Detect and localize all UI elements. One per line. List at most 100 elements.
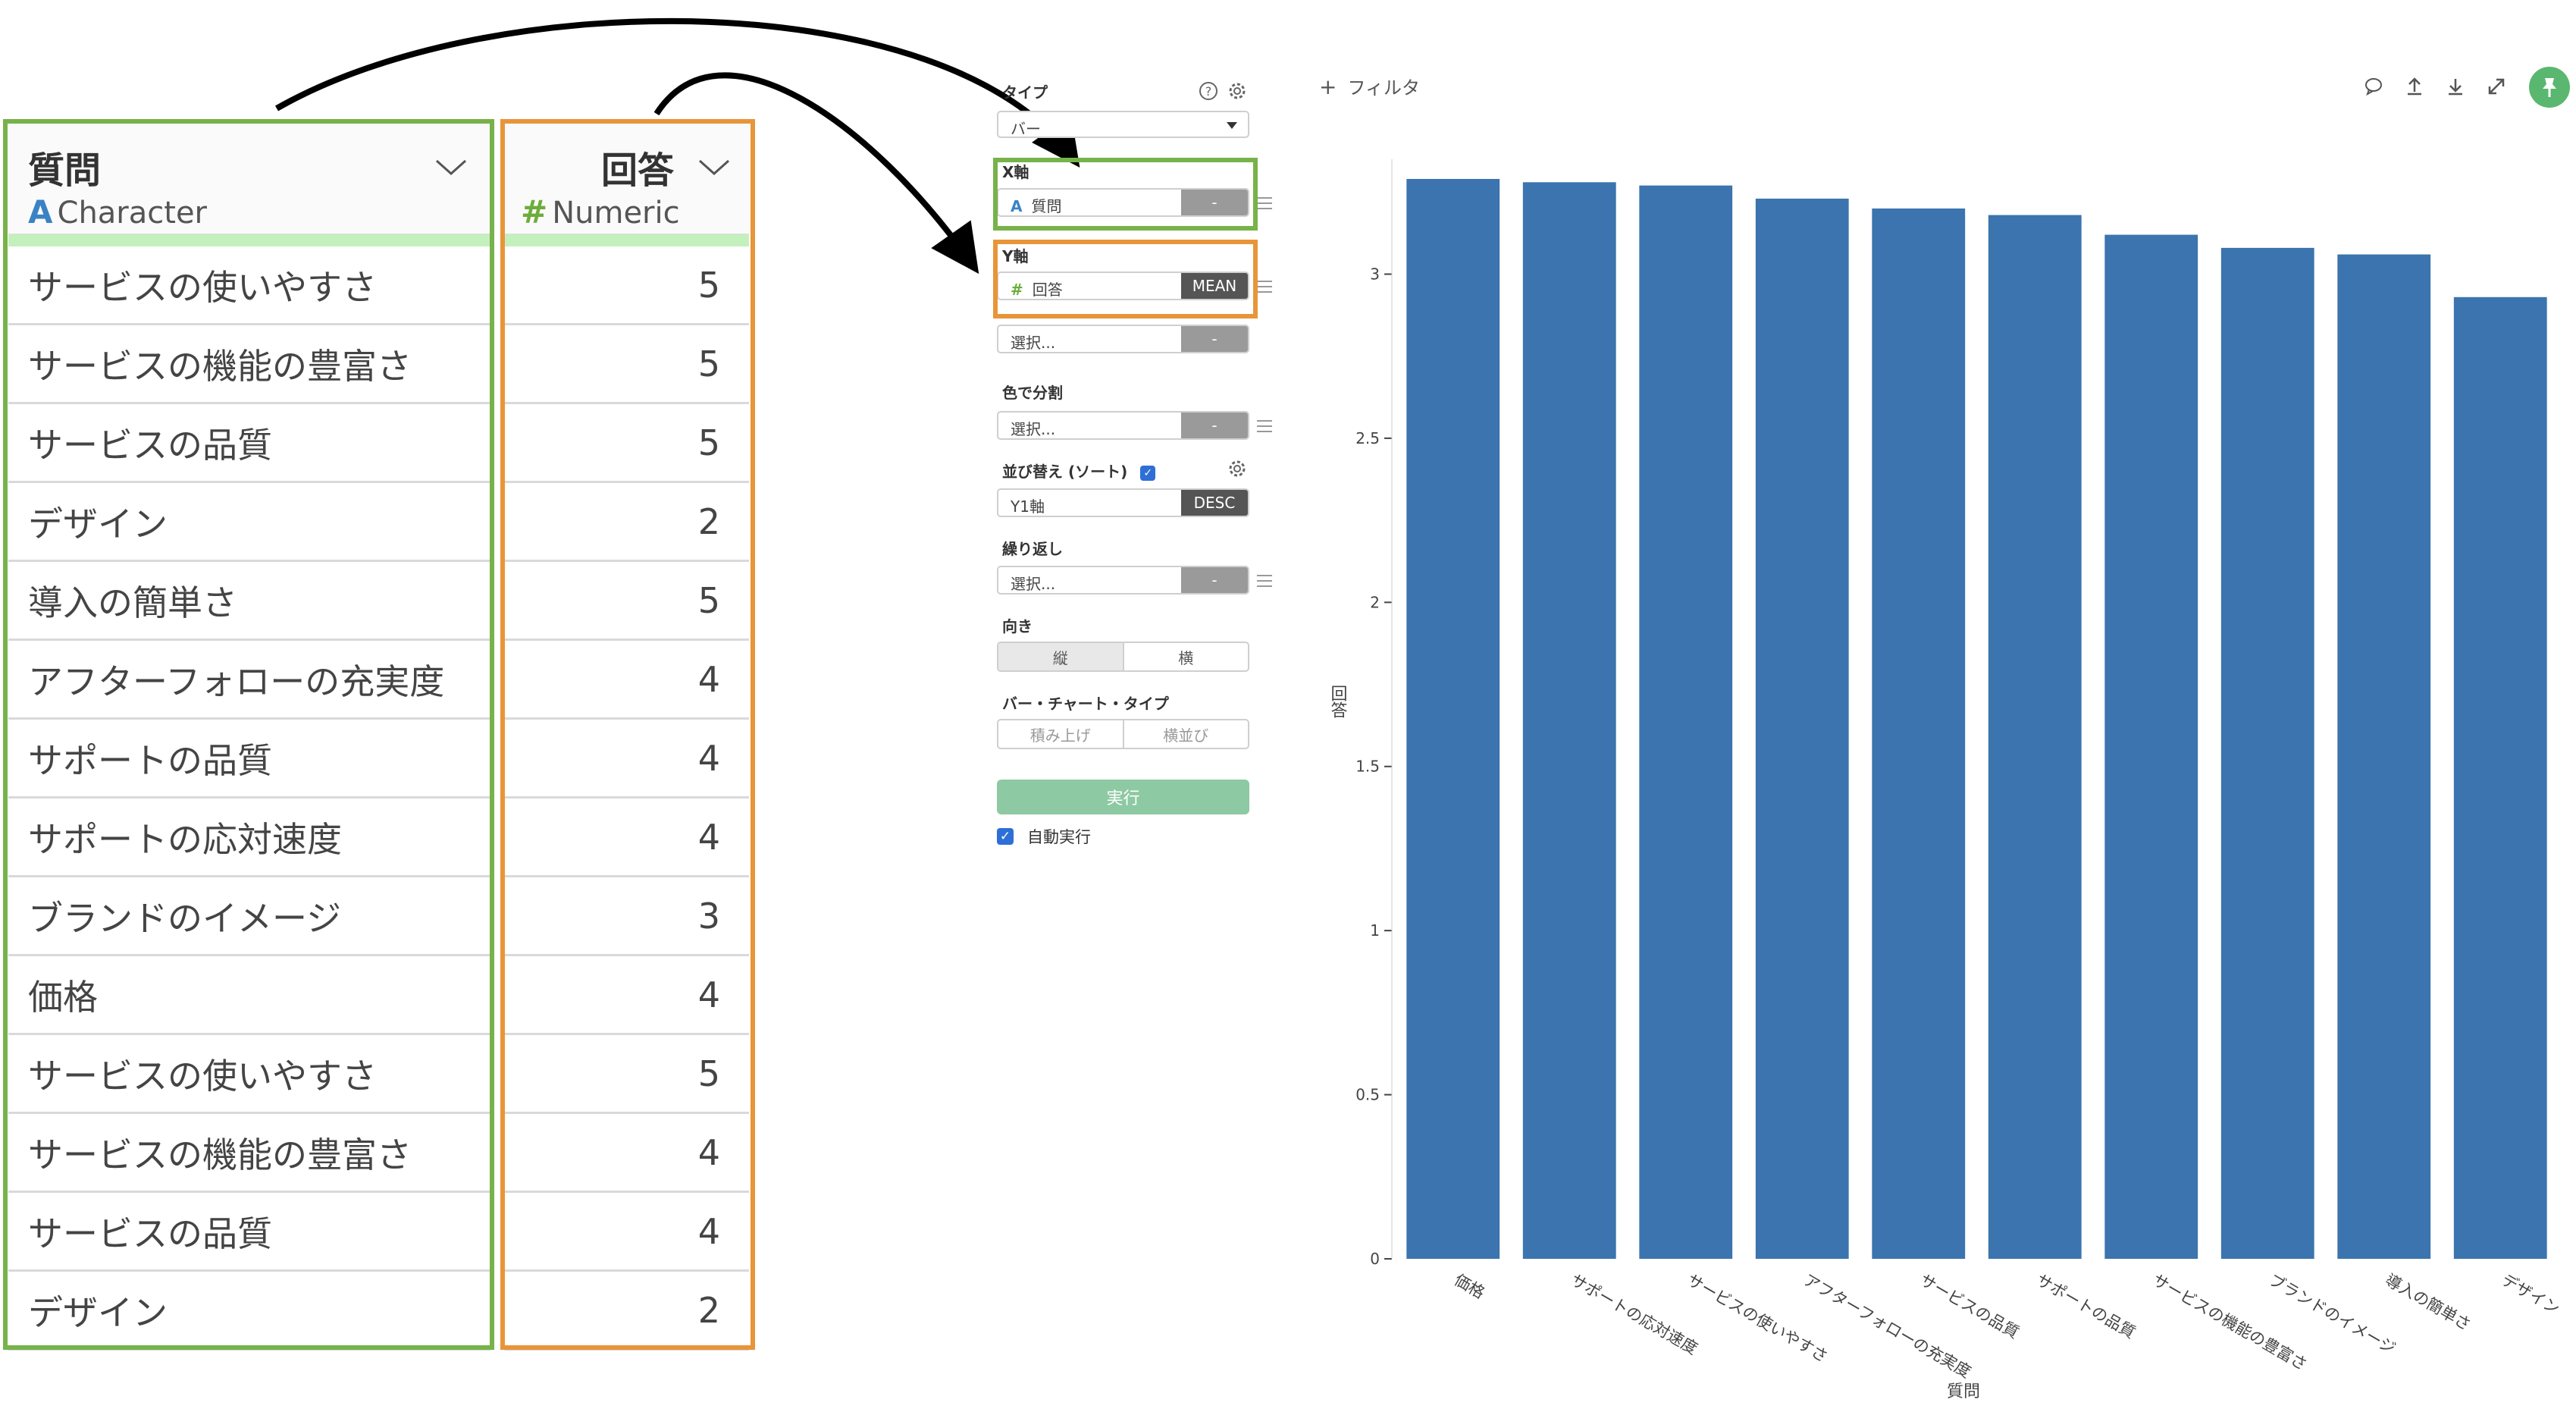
comment-icon[interactable]	[2362, 75, 2385, 98]
bar	[2337, 254, 2431, 1259]
bar	[2104, 234, 2198, 1259]
orientation-horizontal[interactable]: 横	[1122, 643, 1249, 670]
question-column-header[interactable]: 質問 A Character	[8, 124, 490, 234]
numeric-type-icon: #	[1011, 281, 1023, 299]
table-cell-answer[interactable]: 5	[504, 404, 749, 483]
bar-type-grouped[interactable]: 横並び	[1122, 720, 1249, 748]
table-cell-question[interactable]: サービスの機能の豊富さ	[8, 1114, 490, 1193]
table-cell-answer[interactable]: 3	[504, 877, 749, 956]
y-axis-extra-field[interactable]: 選択... -	[997, 325, 1249, 353]
y-axis-value: 回答	[1032, 281, 1063, 299]
gear-icon[interactable]	[1227, 458, 1248, 479]
table-cell-question[interactable]: サービスの品質	[8, 1193, 490, 1272]
column-quality-bar	[8, 234, 490, 246]
question-column-highlight	[3, 119, 494, 1350]
sort-value: Y1軸	[1011, 497, 1045, 516]
type-label: タイプ	[1002, 83, 1048, 102]
y-tick-label: 2.5	[1355, 429, 1380, 447]
table-cell-answer[interactable]: 4	[504, 1193, 749, 1272]
table-cell-question[interactable]: 導入の簡単さ	[8, 562, 490, 641]
y-axis-aggregate-button[interactable]: MEAN	[1181, 273, 1248, 299]
x-axis-aggregate-button[interactable]: -	[1181, 190, 1248, 215]
chevron-down-icon[interactable]	[697, 158, 731, 177]
table-cell-question[interactable]: サポートの応対速度	[8, 799, 490, 877]
x-tick-label: デザイン	[2499, 1271, 2562, 1319]
bar	[1988, 215, 2082, 1260]
table-cell-question[interactable]: デザイン	[8, 483, 490, 562]
chart-type-value: バー	[1011, 120, 1041, 138]
drag-handle-icon[interactable]	[1257, 420, 1272, 432]
table-cell-answer[interactable]: 4	[504, 641, 749, 720]
chart-settings-panel: タイプ ? バー X軸 A 質問 - Y軸 # 回答 MEAN 選択... - 色で…	[986, 68, 1289, 864]
table-cell-question[interactable]: サービスの機能の豊富さ	[8, 325, 490, 404]
y-axis-highlight	[993, 240, 1258, 318]
expand-icon[interactable]	[2485, 75, 2508, 98]
table-cell-question[interactable]: サポートの品質	[8, 720, 490, 799]
bar	[1872, 208, 1966, 1259]
chevron-down-icon[interactable]	[434, 158, 468, 177]
question-column-type: A Character	[28, 193, 207, 231]
filter-button[interactable]: + フィルタ	[1319, 73, 1420, 99]
auto-run-label: 自動実行	[1027, 828, 1091, 846]
answer-column-type-label: Numeric	[552, 196, 680, 231]
chart-type-select[interactable]: バー	[997, 111, 1249, 138]
orientation-label: 向き	[1002, 617, 1033, 635]
y-axis-extra-button[interactable]: -	[1181, 326, 1248, 352]
sort-field[interactable]: Y1軸 DESC	[997, 488, 1249, 517]
orientation-toggle[interactable]: 縦 横	[997, 642, 1249, 672]
repeat-button[interactable]: -	[1181, 567, 1248, 593]
table-cell-answer[interactable]: 5	[504, 1035, 749, 1114]
download-icon[interactable]	[2444, 75, 2467, 98]
table-cell-answer[interactable]: 2	[504, 483, 749, 562]
help-icon[interactable]: ?	[1198, 80, 1219, 102]
y-axis-field[interactable]: # 回答 MEAN	[997, 271, 1249, 300]
table-cell-question[interactable]: サービスの使いやすさ	[8, 246, 490, 325]
bar-type-label: バー・チャート・タイプ	[1002, 695, 1169, 713]
pin-icon	[2543, 78, 2556, 97]
sort-checkbox[interactable]: ✓	[1140, 465, 1156, 481]
table-cell-question[interactable]: サービスの品質	[8, 404, 490, 483]
x-tick-label: サポートの応対速度	[1568, 1271, 1701, 1358]
run-button[interactable]: 実行	[997, 780, 1249, 814]
sort-order-button[interactable]: DESC	[1181, 490, 1248, 516]
table-cell-answer[interactable]: 4	[504, 799, 749, 877]
drag-handle-icon[interactable]	[1257, 281, 1272, 293]
color-split-button[interactable]: -	[1181, 413, 1248, 438]
table-cell-answer[interactable]: 5	[504, 325, 749, 404]
x-axis-field[interactable]: A 質問 -	[997, 188, 1249, 217]
drag-handle-icon[interactable]	[1257, 197, 1272, 209]
filter-label: フィルタ	[1347, 77, 1420, 99]
table-cell-answer[interactable]: 4	[504, 1114, 749, 1193]
auto-run[interactable]: ✓ 自動実行	[997, 825, 1091, 848]
orientation-vertical[interactable]: 縦	[998, 643, 1123, 670]
table-cell-answer[interactable]: 4	[504, 720, 749, 799]
x-tick-label: 価格	[1451, 1271, 1487, 1303]
table-cell-question[interactable]: アフターフォローの充実度	[8, 641, 490, 720]
table-cell-question[interactable]: ブランドのイメージ	[8, 877, 490, 956]
table-cell-answer[interactable]: 5	[504, 562, 749, 641]
repeat-field[interactable]: 選択... -	[997, 566, 1249, 595]
answer-column-highlight	[500, 119, 755, 1350]
table-cell-question[interactable]: サービスの使いやすさ	[8, 1035, 490, 1114]
y-tick-label: 1.5	[1355, 758, 1380, 776]
bar	[2220, 247, 2314, 1259]
pin-button[interactable]	[2529, 67, 2570, 108]
x-tick-label: 導入の簡単さ	[2382, 1271, 2474, 1335]
auto-run-checkbox[interactable]: ✓	[997, 828, 1014, 845]
color-split-label: 色で分割	[1002, 384, 1063, 402]
question-column: 質問 A Character サービスの使いやすさ サービスの機能の豊富さ サービスの…	[8, 124, 490, 1351]
bar-type-stacked[interactable]: 積み上げ	[1029, 726, 1091, 745]
color-split-field[interactable]: 選択... -	[997, 411, 1249, 440]
y-tick-label: 3	[1370, 265, 1380, 283]
upload-icon[interactable]	[2403, 75, 2426, 98]
table-cell-answer[interactable]: 5	[504, 246, 749, 325]
table-cell-question[interactable]: 価格	[8, 956, 490, 1035]
repeat-label: 繰り返し	[1002, 540, 1063, 558]
answer-column-header[interactable]: 回答 # Numeric	[504, 124, 749, 234]
gear-icon[interactable]	[1227, 80, 1248, 102]
table-cell-answer[interactable]: 4	[504, 956, 749, 1035]
drag-handle-icon[interactable]	[1257, 575, 1272, 587]
bar-type-toggle[interactable]: 積み上げ 横並び	[997, 719, 1249, 749]
column-quality-bar	[504, 234, 749, 246]
